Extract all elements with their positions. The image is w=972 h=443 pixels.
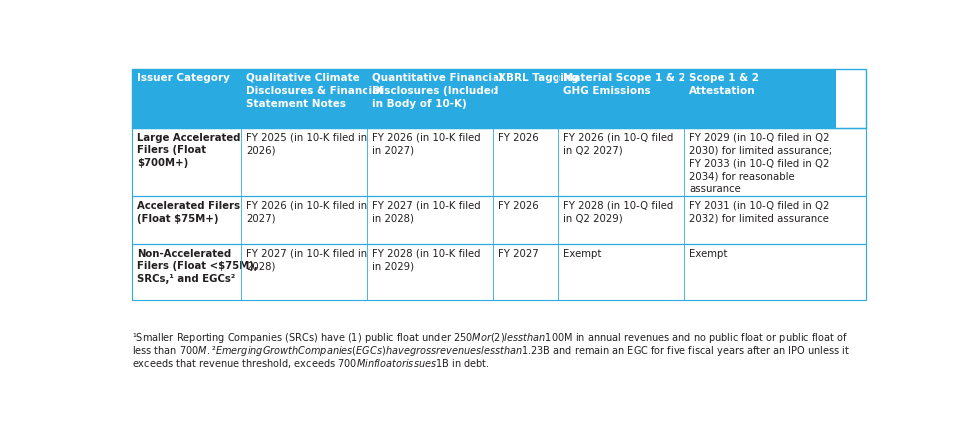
Bar <box>558 196 683 244</box>
Bar <box>558 128 683 196</box>
Text: ¹Smaller Reporting Companies (SRCs) have (1) public float under $250M or (2) les: ¹Smaller Reporting Companies (SRCs) have… <box>132 331 848 345</box>
Bar <box>558 244 683 300</box>
Text: Non-Accelerated
Filers (Float <$75M),
SRCs,¹ and EGCs²: Non-Accelerated Filers (Float <$75M), SR… <box>137 249 259 284</box>
Bar <box>132 244 241 300</box>
Text: Issuer Category: Issuer Category <box>137 73 230 83</box>
Bar <box>241 196 366 244</box>
Text: FY 2031 (in 10-Q filed in Q2
2032) for limited assurance: FY 2031 (in 10-Q filed in Q2 2032) for l… <box>689 201 829 224</box>
Bar <box>241 69 366 128</box>
Text: Scope 1 & 2
Attestation: Scope 1 & 2 Attestation <box>689 73 759 96</box>
Text: Material Scope 1 & 2
GHG Emissions: Material Scope 1 & 2 GHG Emissions <box>563 73 685 96</box>
Bar <box>132 69 866 128</box>
Bar <box>683 128 837 196</box>
Bar <box>683 196 837 244</box>
Text: Qualitative Climate
Disclosures & Financial
Statement Notes: Qualitative Climate Disclosures & Financ… <box>246 73 383 109</box>
Bar <box>132 128 866 196</box>
Bar <box>366 128 493 196</box>
Bar <box>493 196 558 244</box>
Text: FY 2029 (in 10-Q filed in Q2
2030) for limited assurance;
FY 2033 (in 10-Q filed: FY 2029 (in 10-Q filed in Q2 2030) for l… <box>689 132 832 194</box>
Bar <box>132 69 241 128</box>
Bar <box>366 69 493 128</box>
Text: Quantitative Financial
Disclosures (Included
in Body of 10-K): Quantitative Financial Disclosures (Incl… <box>372 73 503 109</box>
Bar <box>366 244 493 300</box>
Text: Large Accelerated
Filers (Float
$700M+): Large Accelerated Filers (Float $700M+) <box>137 132 241 168</box>
Bar <box>241 244 366 300</box>
Text: exceeds that revenue threshold, exceeds $700M in float or issues $1B in debt.: exceeds that revenue threshold, exceeds … <box>132 357 490 370</box>
Text: FY 2026 (in 10-Q filed
in Q2 2027): FY 2026 (in 10-Q filed in Q2 2027) <box>563 132 674 155</box>
Bar <box>241 128 366 196</box>
Text: FY 2026: FY 2026 <box>499 201 539 211</box>
Text: FY 2026 (in 10-K filed
in 2027): FY 2026 (in 10-K filed in 2027) <box>372 132 481 155</box>
Bar <box>132 128 241 196</box>
Text: FY 2028 (in 10-Q filed
in Q2 2029): FY 2028 (in 10-Q filed in Q2 2029) <box>563 201 674 224</box>
Bar <box>132 196 241 244</box>
Bar <box>493 244 558 300</box>
Bar <box>366 196 493 244</box>
Bar <box>683 244 837 300</box>
Text: FY 2025 (in 10-K filed in
2026): FY 2025 (in 10-K filed in 2026) <box>246 132 367 155</box>
Bar <box>493 69 558 128</box>
Text: Exempt: Exempt <box>563 249 602 259</box>
Text: FY 2028 (in 10-K filed
in 2029): FY 2028 (in 10-K filed in 2029) <box>372 249 480 272</box>
Text: Exempt: Exempt <box>689 249 728 259</box>
Text: FY 2026: FY 2026 <box>499 132 539 143</box>
Text: less than $700M. ²Emerging Growth Companies (EGCs) have gross revenues less than: less than $700M. ²Emerging Growth Compan… <box>132 344 850 358</box>
Text: Accelerated Filers
(Float $75M+): Accelerated Filers (Float $75M+) <box>137 201 240 224</box>
Text: FY 2026 (in 10-K filed in
2027): FY 2026 (in 10-K filed in 2027) <box>246 201 367 224</box>
Text: FY 2027 (in 10-K filed in
2028): FY 2027 (in 10-K filed in 2028) <box>246 249 367 272</box>
Text: FY 2027 (in 10-K filed
in 2028): FY 2027 (in 10-K filed in 2028) <box>372 201 481 224</box>
Bar <box>558 69 683 128</box>
Bar <box>132 196 866 244</box>
Text: FY 2027: FY 2027 <box>499 249 539 259</box>
Bar <box>683 69 837 128</box>
Bar <box>493 128 558 196</box>
Text: XBRL Tagging: XBRL Tagging <box>499 73 579 83</box>
Bar <box>132 244 866 300</box>
